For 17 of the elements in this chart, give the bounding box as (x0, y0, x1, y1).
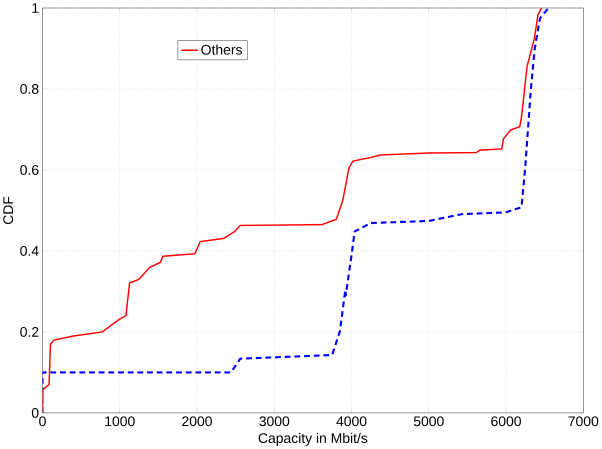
y-axis-title: CDF (3, 196, 14, 224)
x-tick-label: 3000 (259, 416, 290, 426)
y-tick-label: 0 (32, 408, 39, 418)
x-tick-label: 2000 (182, 416, 212, 426)
x-tick-label: 6000 (491, 416, 521, 426)
x-axis-title: Capacity in Mbit/s (258, 432, 368, 446)
x-tick-label: 5000 (414, 416, 444, 426)
y-tick-label: 1 (32, 3, 38, 13)
x-tick-label: 0 (39, 416, 46, 426)
x-tick-label: 4000 (336, 416, 366, 426)
x-tick-label: 1000 (105, 416, 135, 426)
y-tick-label: 0.4 (20, 246, 39, 256)
y-tick-label: 0.6 (20, 165, 38, 175)
y-tick-label: 0.8 (20, 84, 38, 94)
x-tick-label: 7000 (568, 416, 598, 426)
legend-label: Others (201, 44, 242, 55)
y-tick-label: 0.2 (20, 326, 38, 337)
